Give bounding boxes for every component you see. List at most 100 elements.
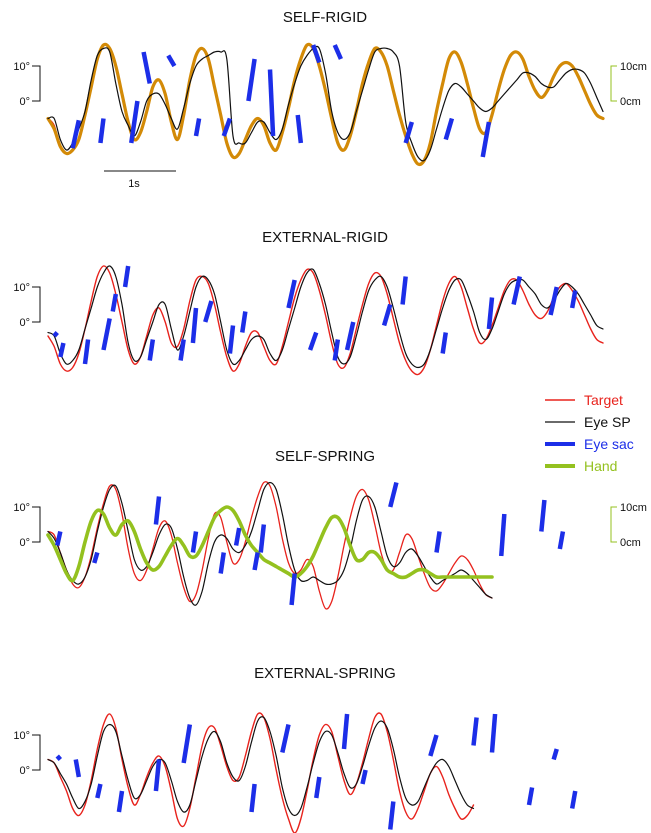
series-line-eye-sp [47,716,475,817]
eye-saccade-mark [388,801,396,830]
eye-saccade-mark [289,573,297,606]
eye-saccade-mark [95,783,103,799]
right-tick-label: 10cm [620,61,647,73]
right-tick-label: 0cm [620,96,641,108]
eye-saccade-mark [332,44,343,60]
eye-saccade-mark [569,290,578,309]
right-axis-bracket [610,506,617,543]
series-line-eye-sp [47,45,604,162]
eye-saccade-mark [286,279,297,309]
eye-saccade-mark [486,297,495,330]
panel-title: SELF-RIGID [283,9,367,26]
eye-saccade-mark [178,339,186,361]
eye-saccade-mark [58,342,66,358]
eye-saccade-mark [332,339,341,361]
eye-saccade-mark [240,311,248,333]
eye-saccade-mark [252,552,260,571]
eye-saccade-mark [116,790,125,813]
eye-saccade-mark [434,531,442,553]
y-tick-label: 10° [13,282,30,294]
eye-saccade-mark [499,513,507,557]
y-axis-bracket [32,734,41,771]
panel-title: EXTERNAL-SPRING [254,665,396,682]
right-tick-label: 10cm [620,502,647,514]
eye-saccade-mark [153,759,162,792]
eye-saccade-mark [489,713,498,753]
eye-saccade-mark [295,114,304,144]
eye-saccade-mark [258,524,267,553]
eye-saccade-mark [166,54,177,68]
y-axis-bracket [32,286,41,323]
eye-saccade-mark [480,121,492,158]
series-line-hand [46,505,494,583]
right-tick-label: 0cm [620,537,641,549]
eye-saccade-mark [190,531,199,553]
eye-saccade-mark [233,527,242,546]
eye-saccade-mark [122,265,131,288]
series-line-hand [46,42,605,167]
series-line-eye-sp [47,481,493,606]
panel-2: EXTERNAL-RIGID 10° 0° [13,229,604,376]
eye-saccade-mark [55,754,63,761]
eye-saccade-mark [110,293,119,312]
eye-saccade-mark [203,300,214,323]
eye-saccade-mark [548,286,559,316]
eye-saccade-mark [193,118,202,137]
eye-saccade-mark [440,332,448,354]
eye-saccade-mark [388,481,399,508]
eye-saccade-mark [400,276,408,305]
eye-saccade-mark [129,100,140,144]
eye-saccade-mark [443,117,455,141]
y-tick-label: 0° [19,317,30,329]
right-axis-bracket [610,65,617,102]
series-line-target [47,43,604,166]
series-line-eye-sp [47,265,604,369]
eye-saccade-mark [221,117,233,137]
legend-label: Hand [584,458,617,474]
legend-label: Target [584,392,623,408]
eye-saccade-mark [227,325,236,354]
eye-saccade-mark [539,499,547,532]
eye-saccade-mark [267,69,276,137]
eye-saccade-mark [82,339,91,365]
eye-saccade-mark [70,119,82,149]
panel-3: SELF-SPRING 10° 0° 10cm 0cm Target Eye SP Eye s… [13,392,647,610]
eye-saccade-mark [52,331,59,338]
eye-saccade-mark [249,783,257,813]
series-line-target [47,481,493,610]
eye-saccade-mark [360,769,368,785]
eye-saccade-mark [55,531,63,546]
eye-saccade-mark [98,118,106,144]
eye-saccade-mark [471,717,479,746]
eye-saccade-mark [101,318,112,351]
y-tick-label: 0° [19,96,30,108]
eye-saccade-mark [511,276,522,305]
eye-saccade-mark [311,44,322,64]
eye-saccade-mark [341,713,350,750]
legend-label: Eye sac [584,436,634,452]
eye-saccade-mark [381,303,393,327]
eye-saccade-mark [190,307,199,344]
eye-saccade-mark [314,776,322,799]
y-tick-label: 0° [19,765,30,777]
eye-saccade-mark [344,321,356,351]
legend: Target Eye SP Eye sac Hand [545,392,634,474]
panel-title: EXTERNAL-RIGID [262,229,388,246]
y-tick-label: 0° [19,537,30,549]
legend-label: Eye SP [584,414,631,430]
eye-saccade-mark [73,759,82,778]
time-scale-label: 1s [128,178,140,190]
eye-saccade-mark [428,734,439,757]
panel-title: SELF-SPRING [275,448,375,465]
eye-saccade-mark [526,787,535,806]
eye-saccade-mark [218,552,226,574]
eye-saccade-mark [147,339,156,361]
eye-saccade-mark [92,551,100,564]
y-tick-label: 10° [13,61,30,73]
eye-saccade-mark [141,51,152,84]
eye-saccade-mark [307,331,319,351]
panel-1: SELF-RIGID 10° 0° 10cm 0cm 1s [13,9,647,190]
y-axis-bracket [32,65,41,102]
eye-saccade-mark [551,748,559,761]
